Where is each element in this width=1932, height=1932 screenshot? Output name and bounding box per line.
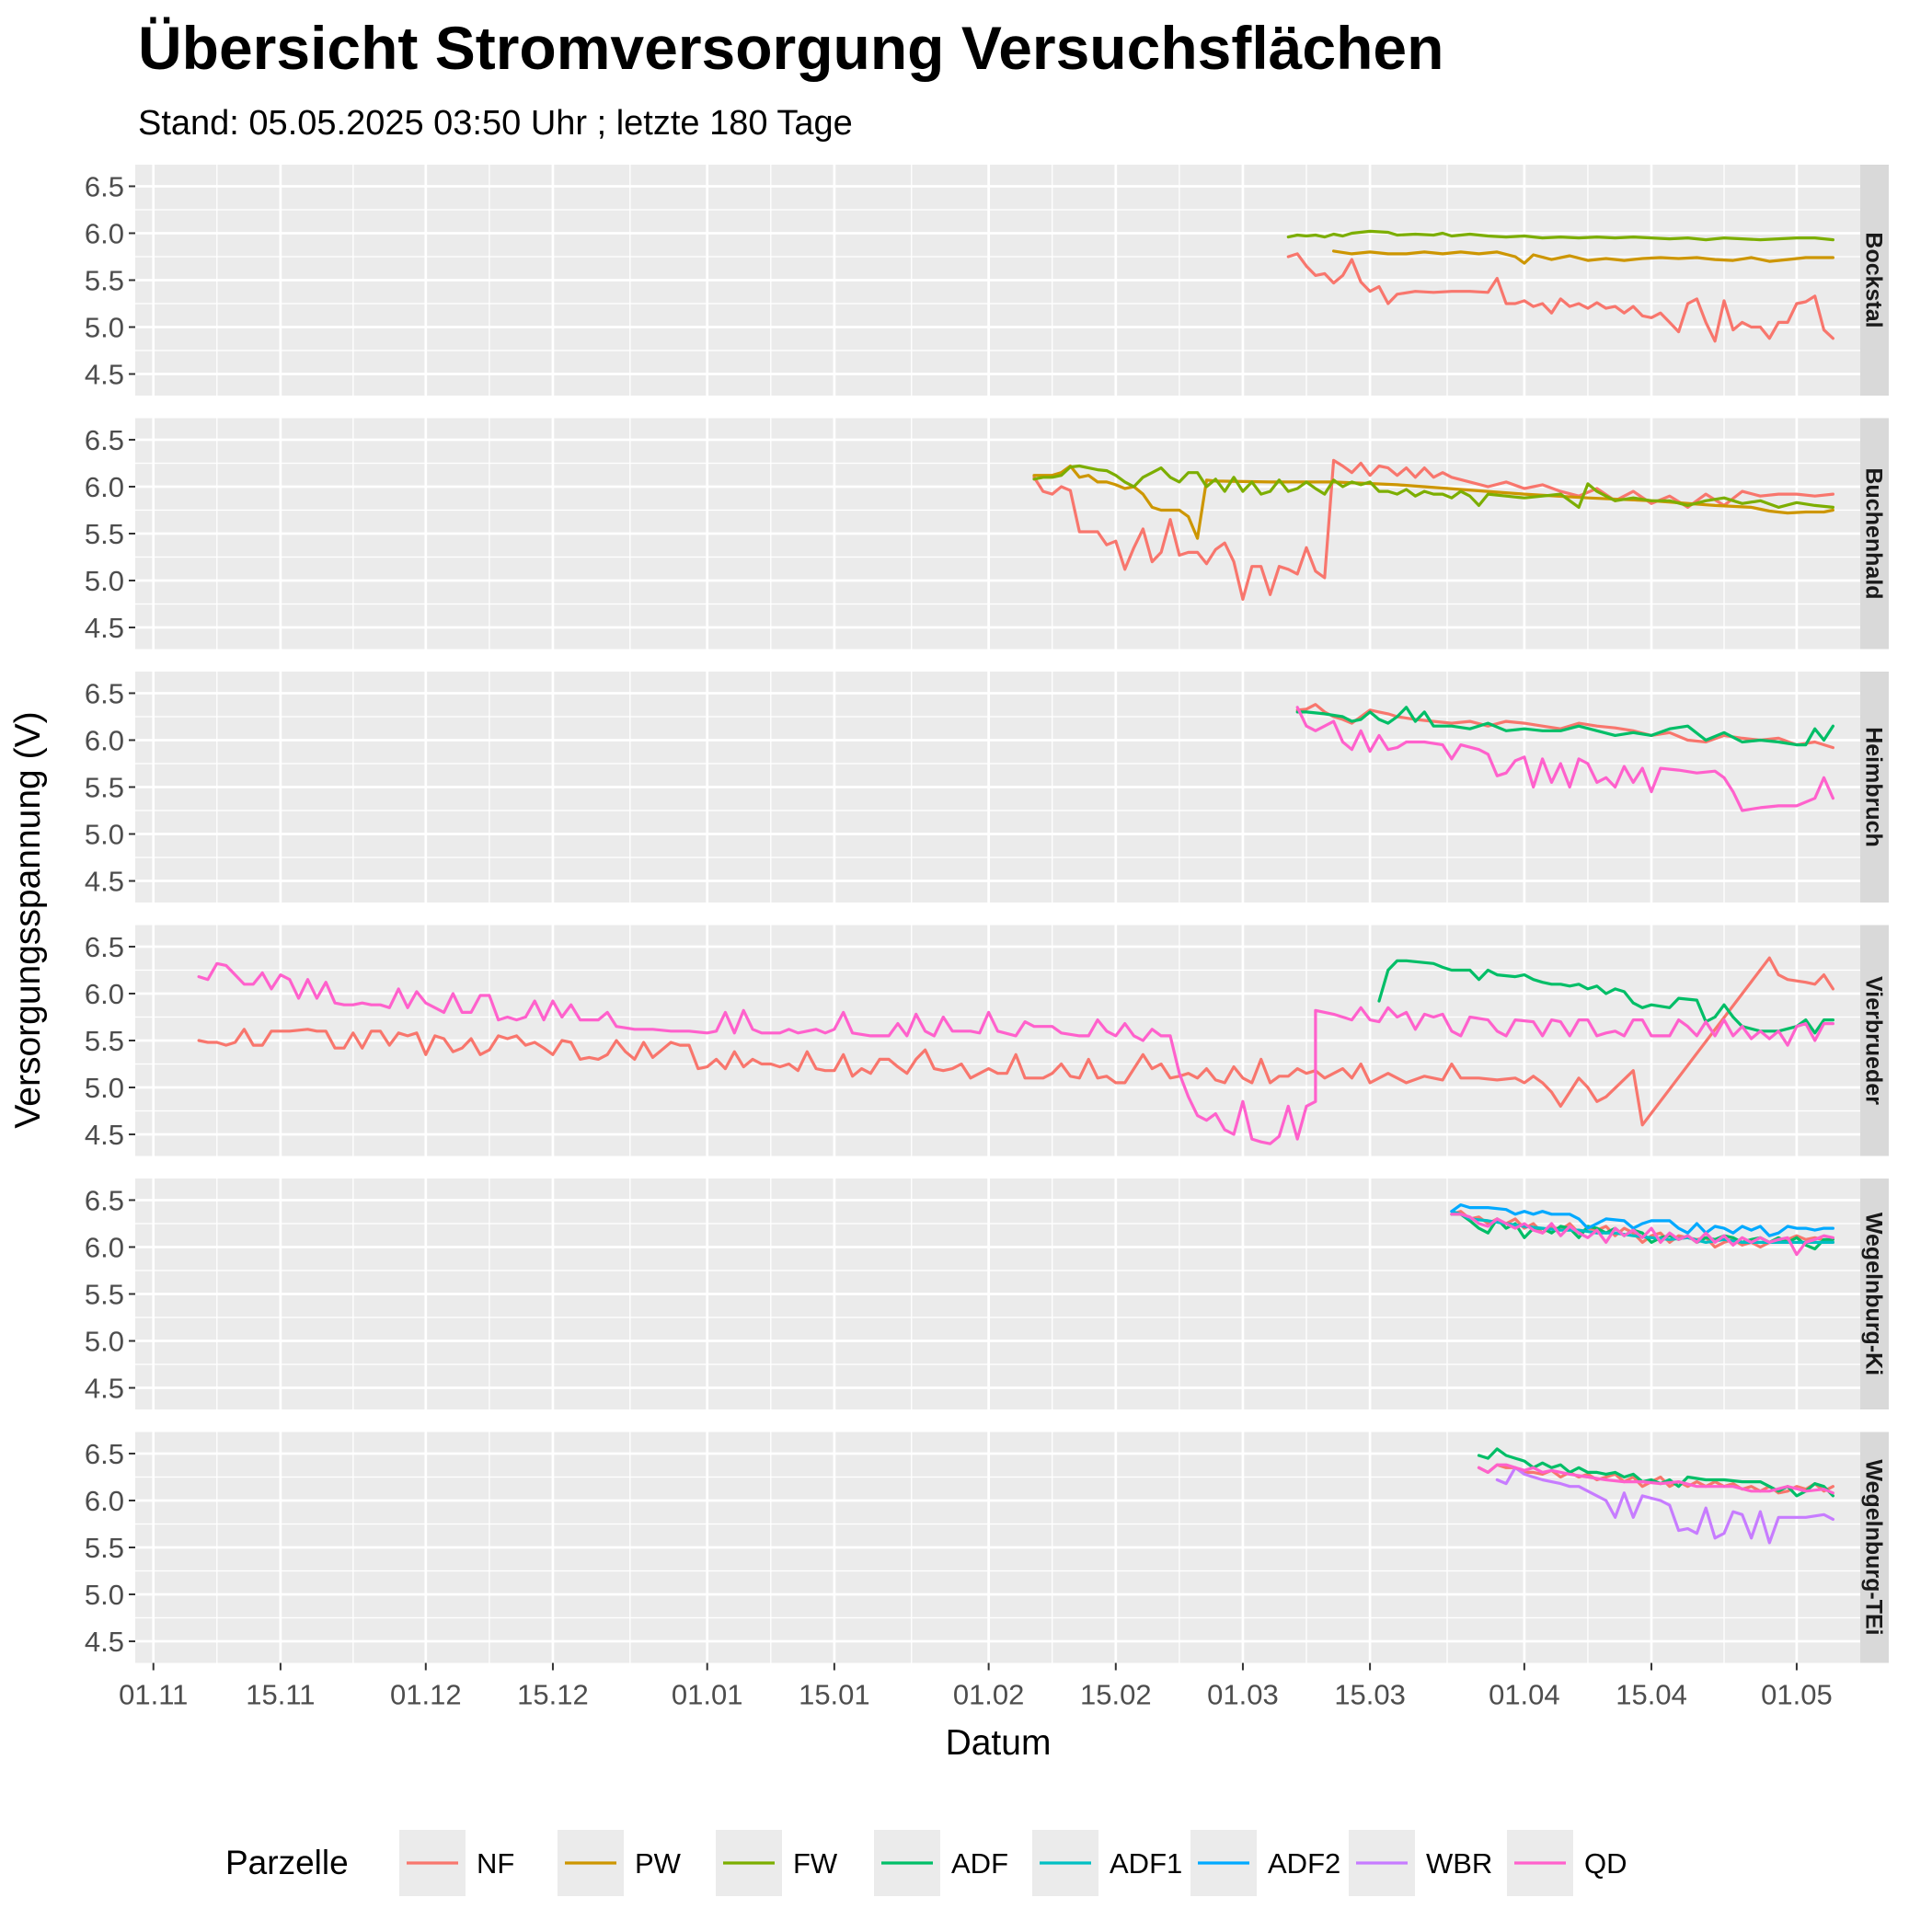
legend-label: ADF bbox=[951, 1847, 1008, 1880]
series-line-wbr bbox=[1495, 1466, 1834, 1545]
y-tick-label: 5.5 bbox=[85, 1532, 124, 1564]
facet-strip-label: Bockstal bbox=[1861, 232, 1887, 328]
x-tick-label: 01.01 bbox=[672, 1679, 743, 1711]
series-line-qd bbox=[1477, 1463, 1834, 1495]
series-line-nf bbox=[197, 956, 1834, 1127]
series-line-qd bbox=[197, 961, 1834, 1145]
x-tick-label: 15.11 bbox=[246, 1679, 315, 1711]
x-tick-label: 15.02 bbox=[1080, 1679, 1152, 1711]
legend-label: NF bbox=[477, 1847, 514, 1880]
facet-strip bbox=[1860, 1432, 1889, 1663]
x-tick-label: 15.12 bbox=[517, 1679, 589, 1711]
series-line-nf bbox=[1295, 703, 1834, 750]
series-line-qd bbox=[1295, 706, 1834, 812]
y-tick-label: 4.5 bbox=[85, 1626, 124, 1658]
series-line-nf bbox=[1032, 458, 1834, 601]
y-tick-label: 6.0 bbox=[85, 724, 124, 756]
x-tick-label: 15.01 bbox=[799, 1679, 870, 1711]
facet-strip-label: Buchenhald bbox=[1861, 467, 1887, 599]
y-tick-label: 5.0 bbox=[85, 1326, 124, 1358]
y-tick-label: 4.5 bbox=[85, 359, 124, 391]
y-tick-label: 6.5 bbox=[85, 931, 124, 963]
x-tick-label: 01.03 bbox=[1207, 1679, 1279, 1711]
facet-panel: 4.5 5.0 5.5 6.0 6.5 Buchenhald bbox=[85, 418, 1889, 650]
facet-strip-label: Heimbruch bbox=[1861, 727, 1887, 847]
y-tick-label: 5.0 bbox=[85, 312, 124, 344]
series-line-nf bbox=[1286, 252, 1834, 343]
y-tick-label: 6.5 bbox=[85, 424, 124, 456]
facet-panel: 4.5 5.0 5.5 6.0 6.5 Wegelnburg-Ki bbox=[85, 1179, 1889, 1409]
series-line-qd bbox=[1450, 1213, 1834, 1257]
facet-panel: 4.5 5.0 5.5 6.0 6.5 Vierbrueder bbox=[85, 925, 1889, 1156]
y-axis-title: Versorgungsspannung (V) bbox=[8, 711, 48, 1128]
y-tick-label: 4.5 bbox=[85, 612, 124, 644]
x-axis-title: Datum bbox=[946, 1723, 1052, 1763]
x-tick-label: 01.11 bbox=[119, 1679, 188, 1711]
y-tick-label: 6.0 bbox=[85, 1231, 124, 1263]
x-tick-label: 15.04 bbox=[1616, 1679, 1687, 1711]
series-line-fw bbox=[1032, 464, 1834, 509]
facet-strip-label: Wegelnburg-TEi bbox=[1861, 1459, 1887, 1635]
y-tick-label: 6.0 bbox=[85, 217, 124, 249]
y-tick-label: 5.0 bbox=[85, 1072, 124, 1104]
x-tick-label: 15.03 bbox=[1334, 1679, 1406, 1711]
series-line-fw bbox=[1286, 229, 1834, 242]
facet-panel: 4.5 5.0 5.5 6.0 6.5 Wegelnburg-TEi bbox=[85, 1432, 1889, 1663]
x-tick-label: 01.02 bbox=[953, 1679, 1025, 1711]
y-tick-label: 4.5 bbox=[85, 866, 124, 898]
x-axis: 01.11 15.11 01.12 15.12 01.01 15.01 01.02 15.02… bbox=[119, 1662, 1833, 1711]
y-tick-label: 6.0 bbox=[85, 471, 124, 503]
y-tick-label: 5.5 bbox=[85, 1279, 124, 1311]
facet-strip bbox=[1860, 1179, 1889, 1409]
legend: Parzelle NF PW FW ADF ADF1 ADF2 WBR QD bbox=[225, 1830, 1627, 1896]
series-line-pw bbox=[1032, 464, 1834, 540]
legend-label: ADF1 bbox=[1110, 1847, 1182, 1880]
y-tick-label: 5.0 bbox=[85, 565, 124, 597]
y-tick-label: 5.0 bbox=[85, 1579, 124, 1611]
facet-strip bbox=[1860, 165, 1889, 396]
x-tick-label: 01.12 bbox=[390, 1679, 462, 1711]
facet-strip-label: Vierbrueder bbox=[1861, 976, 1887, 1105]
y-tick-label: 4.5 bbox=[85, 1119, 124, 1151]
facet-panel: 4.5 5.0 5.5 6.0 6.5 Heimbruch bbox=[85, 672, 1889, 903]
chart-title: Übersicht Stromversorgung Versuchsfläche… bbox=[138, 14, 1443, 82]
x-tick-label: 01.04 bbox=[1489, 1679, 1560, 1711]
y-tick-label: 5.5 bbox=[85, 265, 124, 297]
facet-strip bbox=[1860, 418, 1889, 650]
series-line-adf2 bbox=[1450, 1203, 1834, 1237]
chart-subtitle: Stand: 05.05.2025 03:50 Uhr ; letzte 180… bbox=[138, 104, 853, 143]
y-tick-label: 6.5 bbox=[85, 170, 124, 202]
legend-label: QD bbox=[1584, 1847, 1627, 1880]
legend-label: WBR bbox=[1426, 1847, 1492, 1880]
y-tick-label: 6.5 bbox=[85, 1184, 124, 1216]
facet-panel: 4.5 5.0 5.5 6.0 6.5 Bockstal bbox=[85, 165, 1889, 396]
y-tick-label: 4.5 bbox=[85, 1373, 124, 1405]
facet-strip bbox=[1860, 672, 1889, 903]
series-line-pw bbox=[1332, 249, 1834, 265]
y-tick-label: 6.0 bbox=[85, 978, 124, 1010]
y-tick-label: 5.5 bbox=[85, 1025, 124, 1057]
legend-label: FW bbox=[793, 1847, 838, 1880]
y-tick-label: 6.5 bbox=[85, 677, 124, 709]
facet-strip-label: Wegelnburg-Ki bbox=[1861, 1213, 1887, 1375]
x-tick-label: 01.05 bbox=[1761, 1679, 1833, 1711]
legend-label: PW bbox=[635, 1847, 682, 1880]
y-tick-label: 5.5 bbox=[85, 772, 124, 804]
facet-strip bbox=[1860, 925, 1889, 1156]
legend-label: ADF2 bbox=[1268, 1847, 1340, 1880]
y-tick-label: 6.0 bbox=[85, 1485, 124, 1517]
facet-panels: 4.5 5.0 5.5 6.0 6.5 Bockstal 4.5 5.0 5.5 6.0 6.5 Bu… bbox=[85, 165, 1889, 1663]
legend-title: Parzelle bbox=[225, 1844, 349, 1881]
y-tick-label: 5.0 bbox=[85, 819, 124, 851]
series-line-adf bbox=[1295, 706, 1834, 747]
series-line-adf bbox=[1477, 1447, 1834, 1498]
y-tick-label: 6.5 bbox=[85, 1438, 124, 1470]
y-tick-label: 5.5 bbox=[85, 518, 124, 550]
